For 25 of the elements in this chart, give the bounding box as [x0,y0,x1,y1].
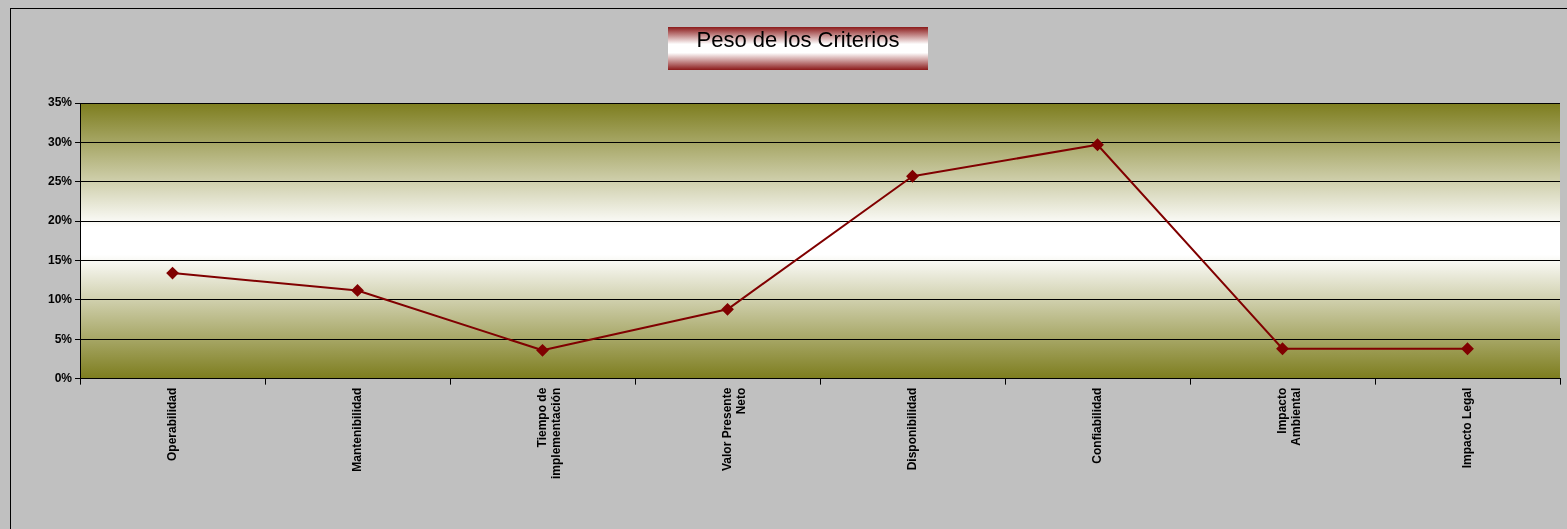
y-tick-label: 5% [54,331,73,346]
y-tick-label: 25% [47,174,73,189]
x-tick-label: Valor Presente Neto [719,387,749,472]
point [1461,342,1474,355]
x-tick-label: Tiempo de implementación [534,387,564,480]
y-tick-label: 20% [47,213,73,228]
chart-title: Peso de los Criterios [668,27,928,70]
point [351,284,364,297]
point [721,303,734,316]
y-tick-label: 0% [54,370,73,385]
point [536,344,549,357]
x-tick-label: Operabilidad [164,387,179,462]
point [1091,138,1104,151]
point [166,267,179,280]
y-tick-label: 15% [47,252,73,267]
x-tick-label: Impacto Legal [1459,387,1474,469]
point [1276,342,1289,355]
x-tick-label: Mantenibilidad [349,387,364,472]
y-tick-label: 35% [47,95,73,110]
x-tick-label: Disponibilidad [904,387,919,471]
y-tick-label: 10% [47,292,73,307]
y-tick-label: 30% [47,134,73,149]
x-tick-label: Impacto Ambiental [1274,387,1304,446]
point [906,170,919,183]
x-tick-label: Confiabilidad [1089,387,1104,464]
